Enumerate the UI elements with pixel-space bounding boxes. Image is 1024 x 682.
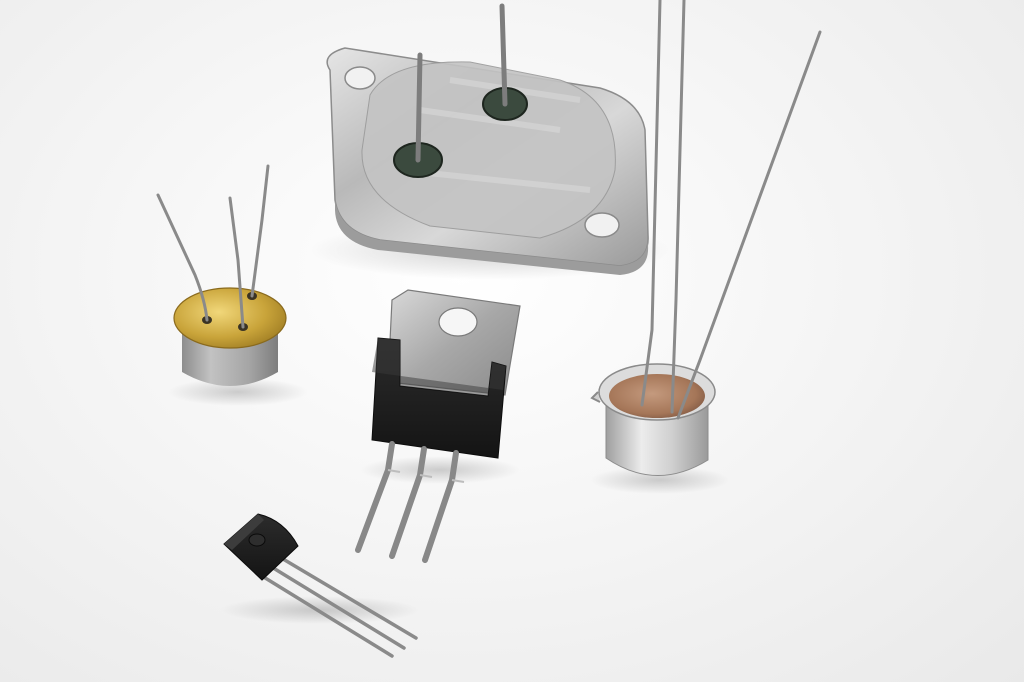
to3-case-dome (361, 61, 616, 239)
to39-shadow (168, 378, 308, 406)
to220-shadow (360, 456, 520, 484)
to18-lead (676, 30, 822, 420)
to18-lead (640, 0, 662, 407)
to220-body-sheen (372, 338, 506, 396)
to92-lead (260, 574, 394, 658)
to18-tab (590, 391, 601, 403)
to39-metal-can-transistor (156, 164, 308, 406)
to92-lead (268, 564, 406, 650)
to220-transistor (355, 289, 521, 563)
to18-lead (670, 0, 686, 414)
to3-flange-edge (335, 200, 649, 275)
to3-lead (499, 3, 508, 107)
to39-lead (250, 164, 270, 298)
to3-mount-hole (584, 212, 620, 238)
to92-ejector-mark (248, 533, 266, 547)
to18-shadow (590, 466, 730, 494)
to3-mount-hole (344, 66, 376, 90)
to3-power-transistor (310, 3, 670, 280)
to92-transistor (220, 513, 420, 658)
to220-mount-hole (438, 307, 478, 337)
to39-lead (228, 196, 245, 329)
to92-top-face (224, 514, 264, 550)
to39-gold-header (173, 287, 287, 349)
to220-lead-highlight (387, 469, 465, 483)
to92-lead (276, 554, 418, 640)
to39-lead (156, 193, 209, 322)
to220-lead (355, 441, 395, 553)
to18-metal-can-transistor (590, 0, 822, 494)
to3-lead (415, 52, 423, 163)
